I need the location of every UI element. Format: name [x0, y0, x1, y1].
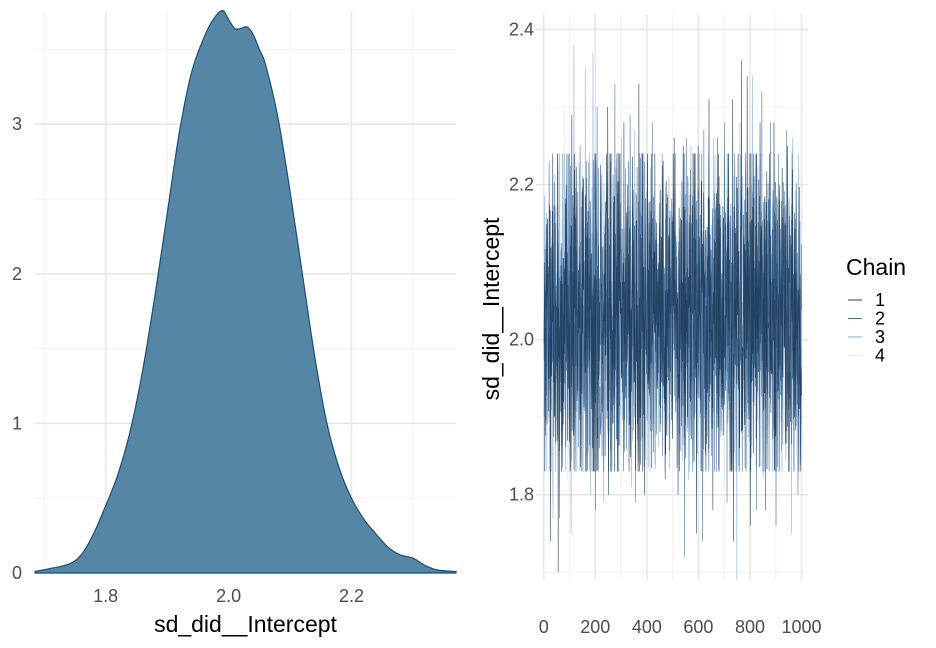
density-y-tick-label: 3 — [12, 114, 22, 134]
trace-y-tick-label: 1.8 — [509, 485, 534, 505]
density-y-tick-label: 1 — [12, 413, 22, 433]
legend-label-chain-1: 1 — [875, 290, 885, 310]
trace-lines — [543, 45, 802, 581]
density-y-tick-label: 0 — [12, 563, 22, 583]
trace-x-tick-label: 200 — [580, 617, 610, 637]
trace-panel: 1.8 2.0 2.2 2.4 0 200 400 600 800 1000 sd_did__In… — [478, 14, 822, 637]
trace-y-axis-title: sd_did__Intercept — [478, 217, 504, 400]
trace-x-tick-label: 1000 — [782, 617, 822, 637]
legend-label-chain-3: 3 — [875, 327, 885, 347]
legend-label-chain-4: 4 — [875, 346, 885, 366]
trace-x-tick-label: 800 — [735, 617, 765, 637]
trace-x-tick-label: 600 — [683, 617, 713, 637]
trace-x-tick-label: 400 — [632, 617, 662, 637]
density-tick-labels: 0 1 2 3 1.8 2.0 2.2 — [12, 114, 364, 606]
trace-series-chain-1 — [543, 60, 802, 573]
density-y-tick-label: 2 — [12, 264, 22, 284]
legend-title: Chain — [846, 254, 906, 280]
density-x-tick-label: 1.8 — [93, 586, 118, 606]
density-area — [34, 9, 457, 574]
trace-y-tick-label: 2.4 — [509, 20, 534, 40]
legend-label-chain-2: 2 — [875, 309, 885, 329]
density-x-tick-label: 2.0 — [216, 586, 241, 606]
density-x-axis-title: sd_did__Intercept — [154, 611, 337, 637]
density-panel: 0 1 2 3 1.8 2.0 2.2 sd_did__Intercept — [12, 9, 457, 637]
density-x-tick-label: 2.2 — [339, 586, 364, 606]
trace-y-tick-label: 2.0 — [509, 330, 534, 350]
trace-y-tick-label: 2.2 — [509, 175, 534, 195]
trace-tick-labels: 1.8 2.0 2.2 2.4 0 200 400 600 800 1000 — [509, 20, 822, 637]
trace-x-tick-label: 0 — [539, 617, 549, 637]
